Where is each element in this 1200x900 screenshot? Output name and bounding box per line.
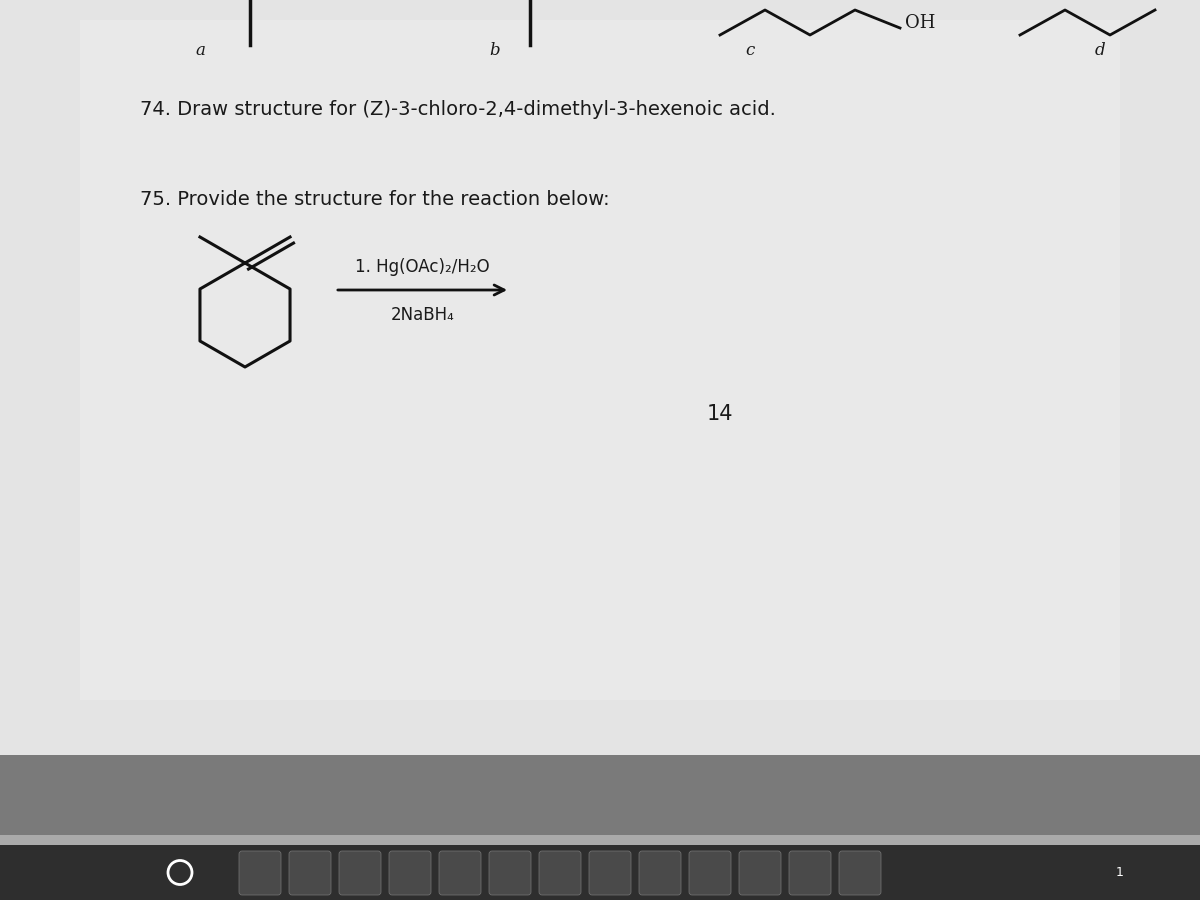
FancyBboxPatch shape bbox=[539, 851, 581, 895]
FancyBboxPatch shape bbox=[389, 851, 431, 895]
FancyBboxPatch shape bbox=[689, 851, 731, 895]
Text: d: d bbox=[1094, 42, 1105, 59]
Text: 74. Draw structure for (Z)-3-chloro-2,4-dimethyl-3-hexenoic acid.: 74. Draw structure for (Z)-3-chloro-2,4-… bbox=[140, 100, 776, 119]
FancyBboxPatch shape bbox=[239, 851, 281, 895]
FancyBboxPatch shape bbox=[80, 20, 1120, 700]
FancyBboxPatch shape bbox=[739, 851, 781, 895]
Text: a: a bbox=[196, 42, 205, 59]
Text: 1: 1 bbox=[1116, 866, 1124, 879]
FancyBboxPatch shape bbox=[439, 851, 481, 895]
Text: 1. Hg(OAc)₂/H₂O: 1. Hg(OAc)₂/H₂O bbox=[355, 258, 490, 276]
FancyBboxPatch shape bbox=[289, 851, 331, 895]
Text: 2NaBH₄: 2NaBH₄ bbox=[391, 306, 455, 324]
FancyBboxPatch shape bbox=[839, 851, 881, 895]
Text: b: b bbox=[490, 42, 500, 59]
Text: 14: 14 bbox=[707, 404, 733, 424]
FancyBboxPatch shape bbox=[0, 755, 1200, 835]
Text: OH: OH bbox=[905, 14, 935, 32]
FancyBboxPatch shape bbox=[0, 0, 1200, 755]
Text: c: c bbox=[745, 42, 755, 59]
FancyBboxPatch shape bbox=[490, 851, 530, 895]
FancyBboxPatch shape bbox=[0, 845, 1200, 900]
FancyBboxPatch shape bbox=[340, 851, 382, 895]
Text: 75. Provide the structure for the reaction below:: 75. Provide the structure for the reacti… bbox=[140, 190, 610, 209]
FancyBboxPatch shape bbox=[0, 0, 1200, 755]
FancyBboxPatch shape bbox=[0, 835, 1200, 900]
FancyBboxPatch shape bbox=[589, 851, 631, 895]
FancyBboxPatch shape bbox=[790, 851, 830, 895]
FancyBboxPatch shape bbox=[640, 851, 682, 895]
